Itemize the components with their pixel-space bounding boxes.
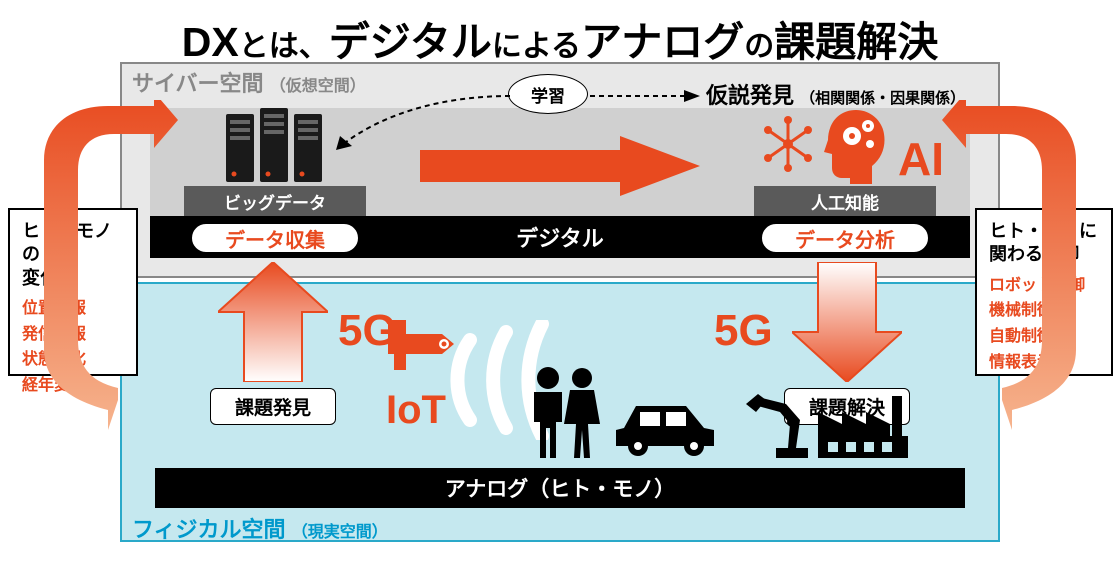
t-p7: 課題解決 (774, 19, 938, 65)
cyber-label-main: サイバー空間 (132, 71, 264, 96)
digital-bar-text: デジタル (516, 221, 604, 253)
t-p6: の (744, 30, 774, 63)
bigdata-text: ビッグデータ (224, 189, 326, 214)
ai-big-text: AI (898, 132, 944, 186)
iot-label: IoT (386, 388, 446, 433)
t-p3: デジタル (329, 19, 492, 65)
physical-label-sub: （現実空間） (292, 524, 388, 541)
t-p4: による (492, 30, 581, 63)
hypothesis-main: 仮説発見 (706, 83, 794, 108)
learn-oval: 学習 (508, 74, 588, 114)
up-arrow-left (218, 262, 328, 382)
analog-bar: アナログ（ヒト・モノ） (155, 468, 965, 508)
hypothesis-sub: （相関関係・因果関係） (800, 90, 965, 107)
ai-label: 人工知能 (754, 186, 936, 216)
car-icon (610, 400, 720, 458)
factory-icon (818, 396, 908, 460)
discover-caption: 課題発見 (210, 388, 336, 425)
discover-text: 課題発見 (235, 398, 311, 419)
data-collect-text: データ収集 (225, 224, 325, 253)
people-icon (524, 364, 604, 460)
data-collect-pill: データ収集 (190, 222, 360, 254)
ai-head-icon (820, 106, 892, 184)
data-analyze-text: データ分析 (795, 224, 895, 253)
left-loop-arrow (38, 100, 178, 430)
hypothesis-label: 仮説発見 （相関関係・因果関係） (706, 78, 965, 110)
data-analyze-pill: データ分析 (760, 222, 930, 254)
ai-text: 人工知能 (811, 189, 879, 214)
bigdata-label: ビッグデータ (184, 186, 366, 216)
network-icon (760, 116, 816, 172)
down-arrow-right (792, 262, 902, 382)
main-title: DXとは、デジタルによるアナログの課題解決 (0, 8, 1120, 68)
physical-label: フィジカル空間 （現実空間） (132, 512, 388, 544)
server-icon (220, 108, 330, 186)
learn-text: 学習 (531, 82, 565, 107)
robot-arm-icon (732, 390, 812, 460)
physical-label-main: フィジカル空間 (132, 517, 286, 542)
dashed-arrow-left (330, 90, 510, 150)
right-loop-arrow (942, 100, 1082, 430)
t-p5: アナログ (581, 19, 744, 65)
t-p2: とは、 (239, 30, 329, 63)
camera-icon (388, 320, 458, 376)
dashed-arrow-right (590, 86, 700, 106)
diagram-root: DXとは、デジタルによるアナログの課題解決 サイバー空間 （仮想空間） フィジカ… (0, 0, 1120, 579)
fiveg-right: 5G (714, 306, 773, 356)
analog-bar-text: アナログ（ヒト・モノ） (445, 473, 676, 503)
t-p1: DX (182, 19, 239, 65)
